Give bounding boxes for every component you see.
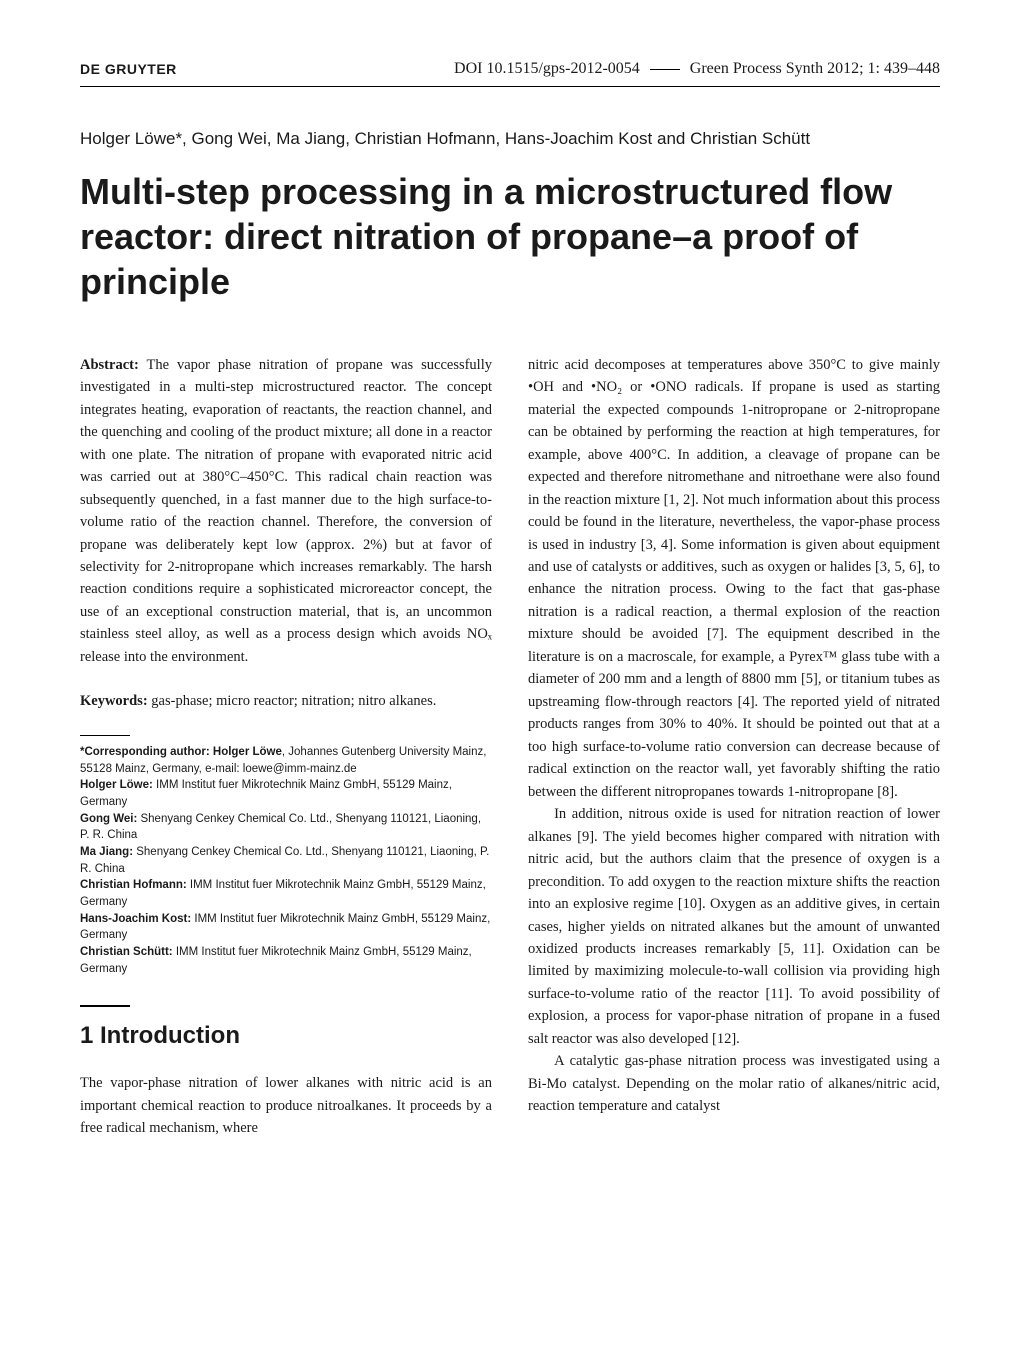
affiliation-row: Christian Hofmann: IMM Institut fuer Mik… — [80, 877, 492, 910]
authors-list: Holger Löwe*, Gong Wei, Ma Jiang, Christ… — [80, 127, 940, 151]
doi-citation: DOI 10.1515/gps-2012-0054 Green Process … — [454, 60, 940, 78]
keywords-body: gas-phase; micro reactor; nitration; nit… — [151, 693, 436, 709]
intro-paragraph: A catalytic gas-phase nitration process … — [528, 1050, 940, 1117]
two-column-layout: Abstract: The vapor phase nitration of p… — [80, 354, 940, 1140]
affiliation-name: Ma Jiang: — [80, 846, 133, 858]
affiliation-name: Gong Wei: — [80, 813, 137, 825]
affiliation-row: Christian Schütt: IMM Institut fuer Mikr… — [80, 944, 492, 977]
affiliation-text: Shenyang Cenkey Chemical Co. Ltd., Sheny… — [80, 813, 481, 842]
header-divider-dash — [650, 69, 680, 70]
affiliation-name: *Corresponding author: Holger Löwe — [80, 746, 282, 758]
affiliation-name: Hans-Joachim Kost: — [80, 913, 191, 925]
intro-right-text: nitric acid decomposes at temperatures a… — [528, 354, 940, 1118]
affiliation-name: Christian Schütt: — [80, 946, 173, 958]
citation-text: Green Process Synth 2012; 1: 439–448 — [690, 60, 940, 77]
intro-left-text: The vapor-phase nitration of lower alkan… — [80, 1072, 492, 1139]
abstract-body: The vapor phase nitration of propane was… — [80, 357, 492, 665]
keywords-label: Keywords: — [80, 693, 148, 709]
affiliation-row: Hans-Joachim Kost: IMM Institut fuer Mik… — [80, 911, 492, 944]
abstract-block: Abstract: The vapor phase nitration of p… — [80, 354, 492, 669]
article-title: Multi-step processing in a microstructur… — [80, 169, 940, 304]
affiliation-row: Ma Jiang: Shenyang Cenkey Chemical Co. L… — [80, 844, 492, 877]
affiliation-row: *Corresponding author: Holger Löwe, Joha… — [80, 744, 492, 777]
publisher-name: DE GRUYTER — [80, 61, 177, 77]
affiliation-row: Holger Löwe: IMM Institut fuer Mikrotech… — [80, 777, 492, 810]
keywords-block: Keywords: gas-phase; micro reactor; nitr… — [80, 690, 492, 712]
left-column: Abstract: The vapor phase nitration of p… — [80, 354, 492, 1140]
author-affiliations: *Corresponding author: Holger Löwe, Joha… — [80, 744, 492, 977]
intro-paragraph: In addition, nitrous oxide is used for n… — [528, 803, 940, 1050]
affiliation-name: Christian Hofmann: — [80, 879, 187, 891]
section-divider — [80, 1005, 130, 1007]
intro-paragraph: The vapor-phase nitration of lower alkan… — [80, 1072, 492, 1139]
affiliation-row: Gong Wei: Shenyang Cenkey Chemical Co. L… — [80, 811, 492, 844]
doi-text: DOI 10.1515/gps-2012-0054 — [454, 60, 640, 77]
intro-paragraph: nitric acid decomposes at temperatures a… — [528, 354, 940, 803]
author-info-divider — [80, 735, 130, 736]
right-column: nitric acid decomposes at temperatures a… — [528, 354, 940, 1140]
section-heading-introduction: 1 Introduction — [80, 1017, 492, 1054]
affiliation-name: Holger Löwe: — [80, 779, 153, 791]
page-header: DE GRUYTER DOI 10.1515/gps-2012-0054 Gre… — [80, 60, 940, 87]
abstract-label: Abstract: — [80, 357, 139, 373]
affiliation-text: Shenyang Cenkey Chemical Co. Ltd., Sheny… — [80, 846, 489, 875]
